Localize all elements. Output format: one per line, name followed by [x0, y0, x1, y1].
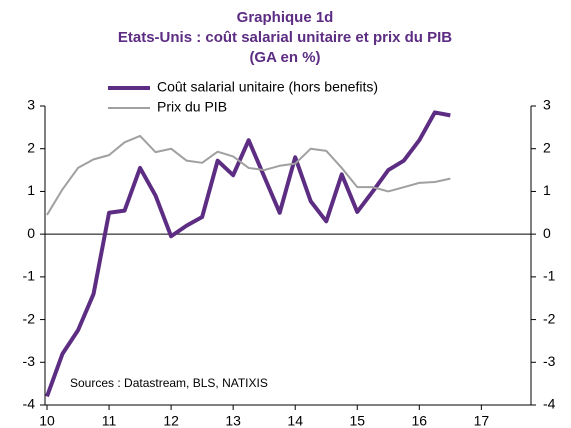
annotation: Sources : Datastream, BLS, NATIXIS: [70, 376, 268, 390]
chart-subtitle: (GA en %): [249, 49, 320, 66]
x-tick-label: 17: [474, 413, 490, 428]
y-tick-label: -1: [23, 268, 36, 284]
series-line: [45, 110, 451, 398]
y2-tick-label: 1: [543, 182, 551, 198]
x-tick-label: 16: [412, 413, 428, 428]
y-tick-label: 1: [27, 182, 35, 198]
y2-tick-label: 3: [543, 97, 551, 113]
series-line: [46, 134, 451, 216]
y2-tick-label: 2: [543, 139, 551, 155]
y2-tick-label: -3: [543, 353, 556, 369]
legend-label: Coût salarial unitaire (hors benefits): [157, 79, 378, 95]
y-tick-label: -2: [23, 310, 36, 326]
y-tick-label: -4: [23, 396, 36, 412]
x-tick-label: 11: [102, 413, 117, 428]
y-tick-label: 3: [27, 97, 35, 113]
y-tick-label: -3: [23, 353, 36, 369]
y2-tick-label: 0: [543, 225, 551, 241]
y-tick-label: 2: [27, 139, 35, 155]
x-tick-label: 15: [349, 413, 365, 428]
chart-subtitle: Etats-Unis : coût salarial unitaire et p…: [118, 29, 452, 46]
y2-tick-label: -4: [543, 396, 556, 412]
x-tick-label: 12: [163, 413, 179, 428]
y2-tick-label: -2: [543, 310, 556, 326]
chart-title: Graphique 1d: [237, 9, 334, 26]
legend-label: Prix du PIB: [157, 99, 227, 115]
y2-tick-label: -1: [543, 268, 556, 284]
x-tick-label: 10: [39, 413, 55, 428]
y-tick-label: 0: [27, 225, 35, 241]
x-tick-label: 14: [287, 413, 303, 428]
x-tick-label: 13: [225, 413, 241, 428]
